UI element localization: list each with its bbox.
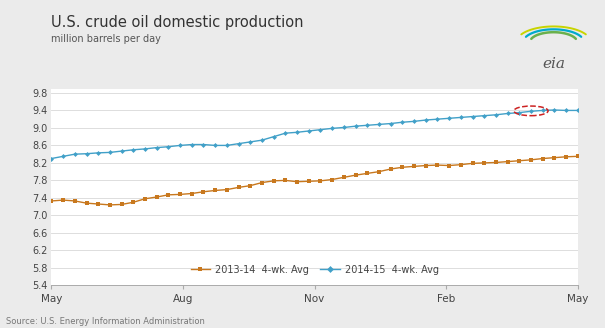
Text: Source: U.S. Energy Information Administration: Source: U.S. Energy Information Administ… [6, 318, 205, 326]
Text: million barrels per day: million barrels per day [51, 34, 162, 44]
Legend: 2013-14  4-wk. Avg, 2014-15  4-wk. Avg: 2013-14 4-wk. Avg, 2014-15 4-wk. Avg [186, 261, 443, 278]
Text: U.S. crude oil domestic production: U.S. crude oil domestic production [51, 15, 304, 30]
Text: eia: eia [542, 57, 565, 71]
